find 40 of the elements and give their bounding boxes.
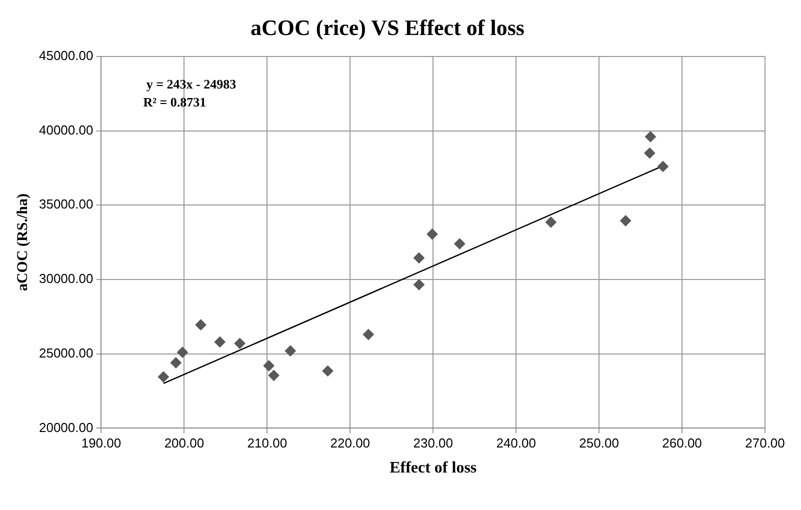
y-tick-label: 25000.00 [38, 345, 94, 360]
point [177, 346, 188, 358]
y-tick-label: 30000.00 [38, 271, 94, 286]
annotation: R² = 0.8731 [143, 94, 206, 110]
point [263, 360, 274, 372]
chart-title: aCOC (rice) VS Effect of loss [250, 14, 525, 40]
point [414, 252, 425, 264]
point [644, 148, 656, 159]
point [268, 370, 280, 381]
x-tick-label: 240.00 [496, 436, 536, 451]
point [645, 131, 656, 142]
y-tick-label: 40000.00 [38, 122, 94, 138]
point [170, 357, 182, 368]
point [195, 319, 206, 330]
y-tick-label: 45000.00 [38, 48, 94, 63]
point [620, 215, 632, 226]
y-tick-label: 35000.00 [38, 196, 94, 212]
x-tick-label: 270.00 [745, 436, 785, 451]
x-tick-label: 230.00 [413, 436, 453, 451]
point [322, 365, 334, 376]
point [454, 238, 466, 250]
point [158, 371, 169, 382]
point [362, 329, 374, 340]
annotation: y = 243x - 24983 [146, 76, 237, 92]
point [234, 338, 246, 349]
point [545, 216, 556, 228]
y-axis-title: aCOC (RS./ha) [14, 194, 31, 292]
point [284, 345, 296, 356]
x-tick-label: 260.00 [662, 436, 702, 451]
x-axis-title: Effect of loss [390, 460, 477, 477]
x-tick-label: 200.00 [164, 436, 204, 451]
x-tick-label: 190.00 [81, 436, 122, 451]
x-tick-label: 220.00 [330, 436, 370, 451]
point [214, 336, 226, 348]
y-tick-label: 20000.00 [38, 420, 94, 435]
x-tick-label: 210.00 [247, 436, 288, 451]
point [657, 160, 668, 172]
x-tick-label: 250.00 [579, 436, 619, 451]
point [426, 228, 438, 240]
point [414, 279, 425, 290]
